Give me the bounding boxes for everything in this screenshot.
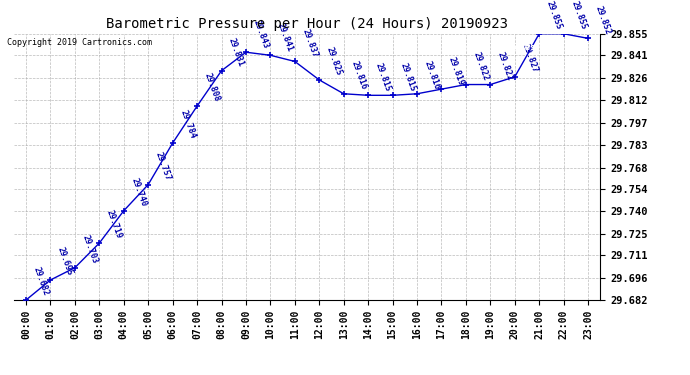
Text: 29.825: 29.825 [325,46,344,77]
Text: 29.757: 29.757 [154,150,172,182]
Text: 29.827: 29.827 [520,43,539,74]
Text: 29.852: 29.852 [593,4,612,36]
Text: 29.855: 29.855 [545,0,564,31]
Text: 29.822: 29.822 [471,51,490,82]
Text: 29.831: 29.831 [227,37,246,68]
Text: 29.855: 29.855 [569,0,588,31]
Text: 29.784: 29.784 [178,109,197,140]
Text: 29.695: 29.695 [56,246,75,277]
Text: 29.843: 29.843 [252,18,270,50]
Text: 29.841: 29.841 [276,21,295,53]
Text: 29.808: 29.808 [203,72,221,103]
Text: 29.719: 29.719 [105,209,124,240]
Text: 29.816: 29.816 [349,60,368,91]
Text: 29.815: 29.815 [374,61,393,93]
Text: 29.815: 29.815 [398,61,417,93]
Text: 29.816: 29.816 [422,60,442,91]
Text: 29.837: 29.837 [300,27,319,58]
Text: Copyright 2019 Cartronics.com: Copyright 2019 Cartronics.com [7,38,152,47]
Text: 29.822: 29.822 [496,51,515,82]
Text: 29.703: 29.703 [81,234,99,265]
Text: 29.819: 29.819 [447,55,466,86]
Text: 29.740: 29.740 [129,177,148,208]
Title: Barometric Pressure per Hour (24 Hours) 20190923: Barometric Pressure per Hour (24 Hours) … [106,17,508,31]
Text: 29.682: 29.682 [32,266,50,297]
